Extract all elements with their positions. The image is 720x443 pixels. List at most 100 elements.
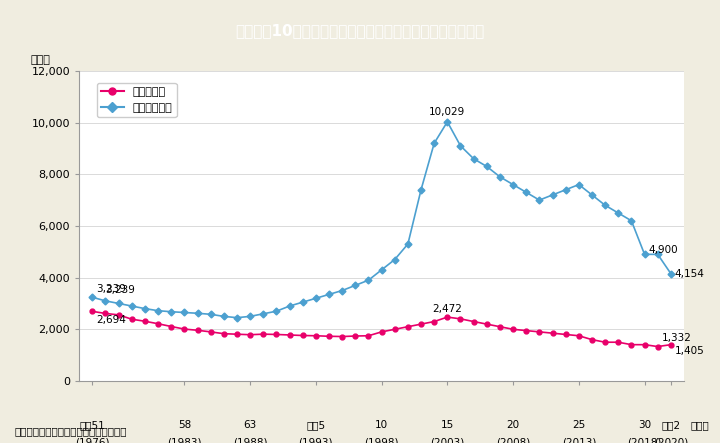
強制性交等 <box>102 311 110 316</box>
強制わいせつ <box>640 252 649 257</box>
強制わいせつ <box>312 295 320 301</box>
強制性交等 <box>443 315 451 320</box>
強制性交等 <box>417 322 426 327</box>
Line: 強制性交等: 強制性交等 <box>90 309 673 349</box>
強制性交等 <box>509 326 518 332</box>
強制性交等 <box>207 329 215 334</box>
Text: 2,694: 2,694 <box>96 315 126 325</box>
Text: 1,332: 1,332 <box>662 333 691 343</box>
強制わいせつ <box>456 143 465 148</box>
強制わいせつ <box>588 192 596 198</box>
強制性交等 <box>562 332 570 337</box>
強制わいせつ <box>469 156 478 161</box>
強制わいせつ <box>298 299 307 305</box>
Text: Ｉ－７－10図　強制性交等・強制わいせつ認知件数の推移: Ｉ－７－10図 強制性交等・強制わいせつ認知件数の推移 <box>235 23 485 39</box>
強制わいせつ <box>495 174 504 179</box>
Text: 2,472: 2,472 <box>433 304 462 314</box>
強制わいせつ <box>102 298 110 303</box>
強制わいせつ <box>482 164 491 169</box>
強制性交等 <box>338 334 346 339</box>
Text: 10: 10 <box>375 420 388 430</box>
Text: 4,154: 4,154 <box>675 268 705 279</box>
強制わいせつ <box>364 277 373 283</box>
強制わいせつ <box>351 283 359 288</box>
Text: 3,239: 3,239 <box>96 284 126 295</box>
強制わいせつ <box>377 267 386 272</box>
強制性交等 <box>614 339 623 345</box>
強制性交等 <box>653 344 662 349</box>
強制性交等 <box>364 333 373 338</box>
Text: 15: 15 <box>441 420 454 430</box>
強制性交等 <box>495 324 504 330</box>
強制性交等 <box>600 339 609 345</box>
強制わいせつ <box>338 288 346 293</box>
Text: (2013): (2013) <box>562 438 596 443</box>
強制わいせつ <box>390 257 399 262</box>
強制わいせつ <box>220 314 228 319</box>
Text: 58: 58 <box>178 420 191 430</box>
強制性交等 <box>390 326 399 332</box>
強制わいせつ <box>509 182 518 187</box>
強制性交等 <box>193 328 202 333</box>
強制わいせつ <box>246 314 254 319</box>
強制わいせつ <box>114 301 123 306</box>
強制性交等 <box>88 309 96 314</box>
強制わいせつ <box>548 192 557 198</box>
Text: （件）: （件） <box>31 54 50 65</box>
強制わいせつ <box>430 140 438 146</box>
強制わいせつ <box>127 303 136 309</box>
強制わいせつ <box>404 241 413 247</box>
強制わいせつ <box>154 308 163 313</box>
Text: 昭和51: 昭和51 <box>79 420 105 430</box>
強制わいせつ <box>272 308 281 314</box>
強制性交等 <box>233 331 241 337</box>
強制わいせつ <box>180 310 189 315</box>
強制わいせつ <box>443 119 451 124</box>
強制性交等 <box>180 326 189 332</box>
強制わいせつ <box>575 182 583 187</box>
強制わいせつ <box>417 187 426 192</box>
Text: （年）: （年） <box>690 420 709 430</box>
強制性交等 <box>140 319 149 324</box>
強制わいせつ <box>88 295 96 300</box>
強制性交等 <box>640 342 649 347</box>
強制性交等 <box>482 322 491 327</box>
Text: 1,405: 1,405 <box>675 346 705 356</box>
Line: 強制わいせつ: 強制わいせつ <box>90 119 673 320</box>
強制性交等 <box>127 317 136 322</box>
Text: (1983): (1983) <box>167 438 202 443</box>
強制わいせつ <box>667 271 675 276</box>
強制わいせつ <box>259 311 268 316</box>
強制性交等 <box>588 337 596 342</box>
強制性交等 <box>469 319 478 324</box>
強制性交等 <box>377 329 386 334</box>
Text: （備考）警察庁「犯罪統計」より作成。: （備考）警察庁「犯罪統計」より作成。 <box>14 426 127 436</box>
強制性交等 <box>312 333 320 338</box>
強制性交等 <box>667 342 675 347</box>
Text: (1998): (1998) <box>364 438 399 443</box>
強制わいせつ <box>233 315 241 320</box>
強制性交等 <box>627 342 636 347</box>
強制性交等 <box>575 333 583 338</box>
強制わいせつ <box>627 218 636 223</box>
強制性交等 <box>259 331 268 337</box>
強制わいせつ <box>140 306 149 311</box>
強制わいせつ <box>614 210 623 216</box>
強制性交等 <box>535 329 544 334</box>
強制わいせつ <box>653 252 662 257</box>
Text: (2003): (2003) <box>431 438 464 443</box>
強制性交等 <box>246 332 254 338</box>
強制わいせつ <box>325 292 333 297</box>
強制わいせつ <box>562 187 570 192</box>
強制性交等 <box>285 332 294 338</box>
強制性交等 <box>272 332 281 337</box>
Text: 20: 20 <box>506 420 520 430</box>
強制性交等 <box>154 321 163 326</box>
Text: 平成5: 平成5 <box>306 420 325 430</box>
Text: 25: 25 <box>572 420 585 430</box>
Text: (2008): (2008) <box>496 438 530 443</box>
強制性交等 <box>325 334 333 339</box>
強制わいせつ <box>535 198 544 203</box>
Text: 4,900: 4,900 <box>649 245 678 256</box>
強制性交等 <box>167 324 176 329</box>
